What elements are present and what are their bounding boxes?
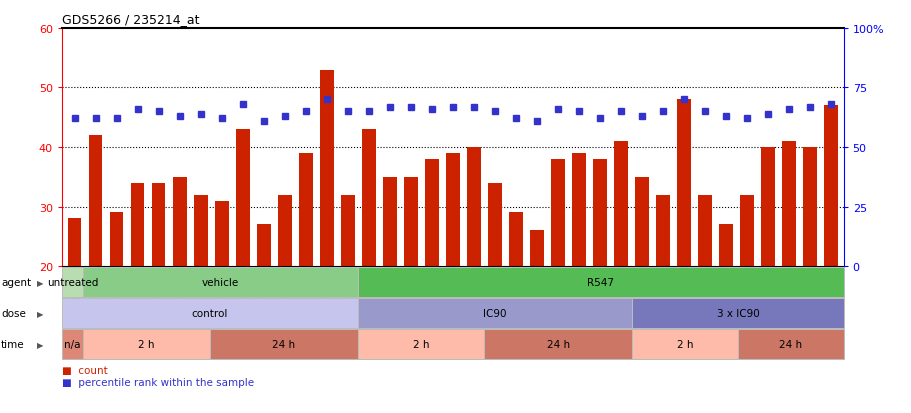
Bar [62, 330, 83, 359]
Bar [484, 330, 631, 359]
Bar [320, 71, 333, 385]
Bar [737, 330, 843, 359]
Bar [782, 142, 795, 385]
Bar [83, 330, 210, 359]
Text: untreated: untreated [46, 278, 98, 287]
Bar [357, 299, 631, 328]
Bar [210, 330, 357, 359]
Bar [740, 195, 753, 385]
Bar [62, 299, 357, 328]
Bar [362, 130, 375, 385]
Bar [737, 330, 843, 359]
Bar [592, 159, 606, 385]
Bar [719, 225, 732, 385]
Text: ■  percentile rank within the sample: ■ percentile rank within the sample [62, 377, 254, 387]
Text: 24 h: 24 h [272, 339, 295, 349]
Bar [278, 195, 292, 385]
Text: agent: agent [1, 278, 31, 287]
Bar [357, 299, 631, 328]
Bar [631, 299, 843, 328]
Bar [299, 154, 312, 385]
Text: control: control [191, 309, 228, 318]
Bar [571, 154, 585, 385]
Bar [62, 330, 83, 359]
Bar [357, 330, 484, 359]
Text: IC90: IC90 [483, 309, 507, 318]
Text: ▶: ▶ [36, 278, 44, 287]
Bar [529, 231, 543, 385]
Bar [383, 177, 396, 385]
Bar [215, 201, 229, 385]
Bar [67, 219, 81, 385]
Text: 2 h: 2 h [138, 339, 155, 349]
Text: ■  count: ■ count [62, 365, 107, 375]
Text: ▶: ▶ [36, 309, 44, 318]
Text: GDS5266 / 235214_at: GDS5266 / 235214_at [62, 13, 200, 26]
Bar [236, 130, 250, 385]
Bar [88, 136, 102, 385]
Bar [631, 299, 843, 328]
Bar [487, 183, 501, 385]
Bar [173, 177, 186, 385]
Bar [508, 213, 522, 385]
Bar [109, 213, 123, 385]
Bar [62, 268, 83, 297]
Bar [655, 195, 669, 385]
Bar [634, 177, 648, 385]
Bar [357, 268, 843, 297]
Bar [257, 225, 271, 385]
Bar [83, 268, 357, 297]
Bar [803, 147, 816, 385]
Bar [631, 330, 737, 359]
Bar [130, 183, 144, 385]
Bar [210, 330, 357, 359]
Bar [151, 183, 165, 385]
Bar [613, 142, 627, 385]
Bar [550, 159, 564, 385]
Text: vehicle: vehicle [201, 278, 239, 287]
Bar [404, 177, 417, 385]
Bar [83, 268, 357, 297]
Text: ▶: ▶ [36, 340, 44, 349]
Bar [445, 154, 459, 385]
Text: 2 h: 2 h [676, 339, 692, 349]
Bar [761, 147, 774, 385]
Text: 3 x IC90: 3 x IC90 [716, 309, 759, 318]
Text: dose: dose [1, 309, 26, 318]
Text: n/a: n/a [65, 339, 81, 349]
Text: R547: R547 [587, 278, 613, 287]
Bar [194, 195, 208, 385]
Bar [341, 195, 354, 385]
Bar [425, 159, 438, 385]
Bar [466, 147, 480, 385]
Bar [676, 100, 690, 385]
Bar [631, 330, 737, 359]
Bar [824, 106, 837, 385]
Bar [357, 268, 843, 297]
Text: 2 h: 2 h [413, 339, 429, 349]
Bar [697, 195, 711, 385]
Bar [83, 330, 210, 359]
Bar [484, 330, 631, 359]
Text: time: time [1, 339, 25, 349]
Bar [62, 299, 357, 328]
Text: 24 h: 24 h [547, 339, 569, 349]
Text: 24 h: 24 h [778, 339, 802, 349]
Bar [357, 330, 484, 359]
Bar [62, 268, 83, 297]
